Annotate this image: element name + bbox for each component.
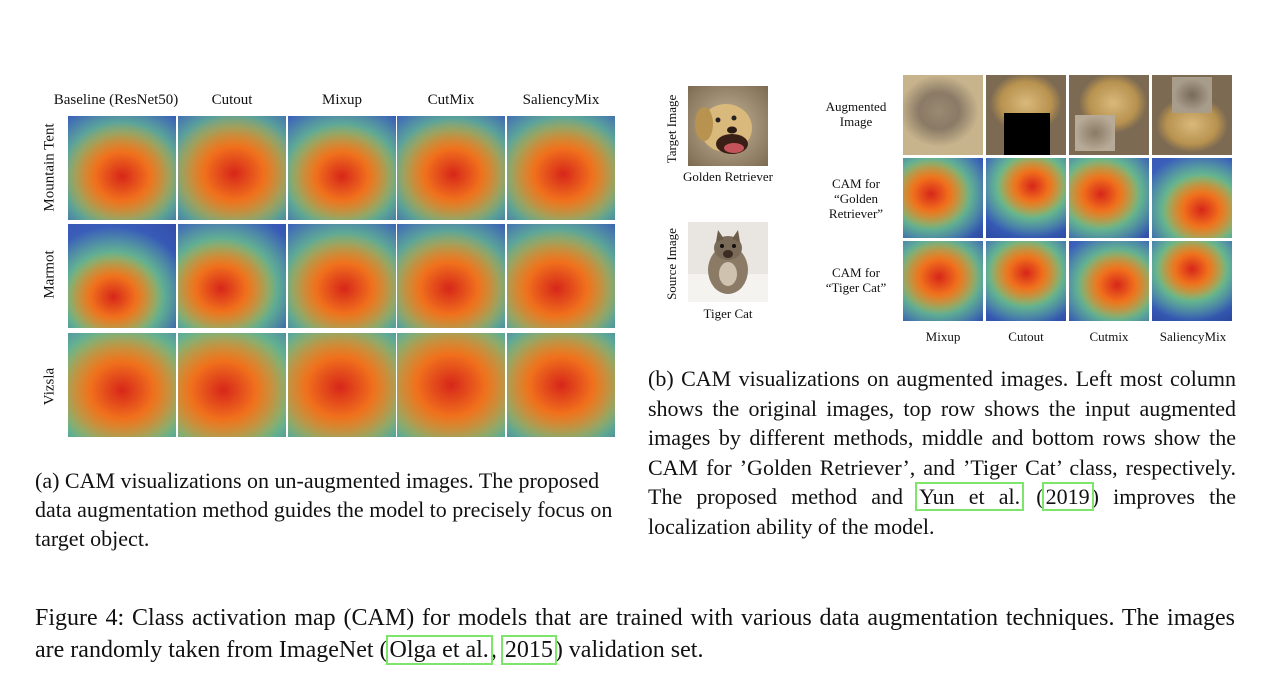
tiger-cat-image [688,222,768,302]
column-footer-cutmix: Cutmix [1089,329,1129,344]
cam-vizsla-baseline [68,333,176,437]
cam-marmot-mixup [288,224,396,328]
augmented-mixup [903,75,983,155]
cam-tent-baseline [68,116,176,220]
row-label-cam-golden-retriever: CAM for “Golden Retriever” [808,176,904,221]
cam-tiger-cat-cutout [986,241,1066,321]
cutout-mask [1004,113,1050,155]
caption-b-text-end: improves the localization ability of the… [648,484,1236,539]
cam-marmot-cutmix [397,224,505,328]
source-image-label: Source Image [664,228,679,300]
cam-tiger-cat-saliencymix [1152,241,1232,321]
cam-vizsla-mixup [288,333,396,437]
caption-b-text: (b) CAM visualizations on augmented imag… [648,366,1236,509]
cam-tiger-cat-mixup [903,241,983,321]
cam-marmot-cutout [178,224,286,328]
column-footer-mixup: Mixup [925,329,961,344]
cam-tent-cutmix [397,116,505,220]
augmented-cutmix [1069,75,1149,155]
cam-golden-retriever-saliencymix [1152,158,1232,238]
column-header-cutmix: CutMix [427,92,475,108]
cam-tiger-cat-cutmix [1069,241,1149,321]
caption-a: (a) CAM visualizations on un-augmented i… [35,468,613,551]
column-footer-saliencymix: SaliencyMix [1159,329,1227,344]
column-header-mixup: Mixup [321,92,362,108]
augmented-saliencymix [1152,75,1232,155]
saliencymix-patch [1172,77,1212,113]
cam-tent-saliencymix [507,116,615,220]
figure-caption-text: Figure 4: Class activation map (CAM) for… [35,605,1235,663]
row-label-line: CAM for [831,265,881,280]
target-name: Golden Retriever [683,169,773,184]
row-label-line: “Golden [833,191,879,206]
cutmix-patch [1075,115,1115,151]
row-label-augmented-image: Augmented Image [808,99,904,129]
row-label-line: Retriever” [828,206,884,221]
citation-olga[interactable]: Olga et al. [385,635,493,665]
column-footer-cutout: Cutout [1008,329,1044,344]
augmented-cutout [986,75,1066,155]
figure-caption-text-end: ) validation set. [554,637,704,663]
cam-tent-cutout [178,116,286,220]
cam-marmot-saliencymix [507,224,615,328]
figure-caption: Figure 4: Class activation map (CAM) for… [35,605,1235,665]
cam-vizsla-saliencymix [507,333,615,437]
caption-b: (b) CAM visualizations on augmented imag… [648,366,1236,539]
column-header-saliencymix: SaliencyMix [522,92,600,108]
cam-golden-retriever-mixup [903,158,983,238]
row-label-vizsla: Vizsla [41,367,58,406]
cam-marmot-baseline [68,224,176,328]
citation-yun[interactable]: Yun et al. [915,482,1025,511]
cam-vizsla-cutout [178,333,286,437]
column-header-baseline: Baseline (ResNet50) [53,92,179,108]
golden-retriever-image [688,86,768,166]
source-name: Tiger Cat [703,306,753,321]
cam-golden-retriever-cutmix [1069,158,1149,238]
target-image-label: Target Image [664,94,679,164]
cam-golden-retriever-cutout [986,158,1066,238]
row-label-line: “Tiger Cat” [825,280,887,295]
row-label-line: CAM for [831,176,881,191]
citation-yun-year[interactable]: 2019 [1041,482,1094,511]
cam-vizsla-cutmix [397,333,505,437]
row-label-line: Image [839,114,873,129]
citation-olga-year[interactable]: 2015 [500,635,557,665]
row-label-cam-tiger-cat: CAM for “Tiger Cat” [808,265,904,295]
cam-tent-mixup [288,116,396,220]
row-label-line: Augmented [825,99,887,114]
column-header-cutout: Cutout [211,92,253,108]
